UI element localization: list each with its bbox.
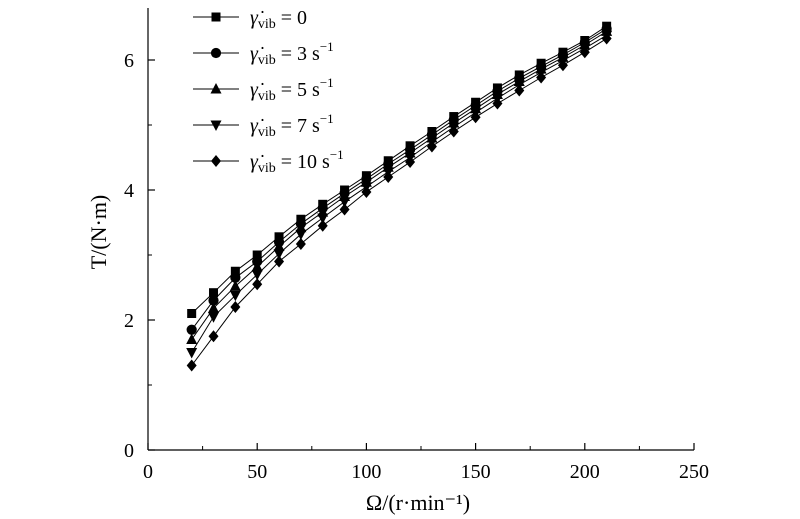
y-tick-label: 0 bbox=[124, 440, 134, 462]
series-4 bbox=[186, 32, 612, 372]
data-point bbox=[557, 59, 568, 72]
data-point bbox=[470, 111, 481, 124]
x-axis-title: Ω/(r·min⁻¹) bbox=[366, 490, 470, 515]
data-point bbox=[186, 333, 198, 344]
y-axis-title: T/(N·m) bbox=[86, 195, 111, 270]
series-group bbox=[186, 21, 613, 372]
data-point bbox=[187, 309, 197, 318]
x-tick-label: 50 bbox=[247, 461, 267, 483]
legend-entry: γ̇vib = 0 bbox=[193, 7, 307, 32]
data-point bbox=[230, 301, 241, 313]
data-point bbox=[448, 125, 459, 138]
data-point bbox=[229, 280, 241, 291]
x-tick-label: 150 bbox=[461, 461, 491, 483]
y-tick-label: 6 bbox=[124, 50, 134, 72]
data-point bbox=[514, 84, 525, 97]
legend-label: γ̇vib = 0 bbox=[250, 7, 307, 32]
data-point bbox=[601, 32, 612, 45]
legend-entry: γ̇vib = 7 s−1 bbox=[193, 111, 334, 140]
data-point bbox=[317, 219, 328, 232]
data-point bbox=[317, 213, 329, 224]
data-point bbox=[339, 197, 351, 208]
series-line bbox=[191, 38, 607, 366]
y-tick-label: 4 bbox=[124, 180, 134, 202]
data-point bbox=[536, 71, 547, 84]
data-point bbox=[229, 290, 241, 302]
data-point bbox=[209, 288, 219, 298]
data-point bbox=[273, 240, 285, 252]
data-point bbox=[230, 272, 241, 283]
data-point bbox=[295, 229, 307, 241]
axes: 0 50 100 150 200 250 0 2 4 6 bbox=[124, 8, 709, 483]
y-tick-label: 2 bbox=[124, 310, 134, 332]
legend-entry: γ̇vib = 5 s−1 bbox=[193, 75, 334, 104]
legend-label: γ̇vib = 10 s−1 bbox=[250, 147, 344, 176]
legend-entry: γ̇vib = 3 s−1 bbox=[193, 39, 334, 68]
data-point bbox=[186, 359, 197, 372]
data-point bbox=[579, 46, 590, 59]
data-point bbox=[383, 171, 394, 183]
data-point bbox=[186, 324, 197, 335]
data-point bbox=[251, 270, 263, 281]
data-point bbox=[426, 140, 437, 153]
data-point bbox=[361, 185, 372, 198]
data-point bbox=[339, 203, 350, 216]
data-point bbox=[208, 330, 219, 343]
data-point bbox=[295, 237, 306, 250]
legend-entry: γ̇vib = 10 s−1 bbox=[193, 147, 344, 176]
data-point bbox=[252, 278, 263, 291]
data-point bbox=[252, 250, 262, 260]
legend-marker bbox=[210, 47, 222, 59]
data-point bbox=[274, 232, 284, 242]
data-point bbox=[208, 312, 220, 323]
data-point bbox=[295, 221, 307, 233]
legend-marker bbox=[211, 12, 221, 22]
data-point bbox=[230, 266, 240, 276]
data-point bbox=[208, 295, 219, 306]
x-tick-label: 100 bbox=[351, 461, 381, 483]
data-point bbox=[251, 260, 263, 272]
legend-marker bbox=[211, 155, 221, 167]
legend-marker bbox=[210, 120, 222, 131]
legend-label: γ̇vib = 7 s−1 bbox=[250, 111, 334, 140]
legend: γ̇vib = 0 γ̇vib = 3 s−1 γ̇vib = 5 s−1 γ̇vib… bbox=[193, 7, 344, 176]
data-point bbox=[274, 255, 285, 268]
legend-label: γ̇vib = 5 s−1 bbox=[250, 75, 334, 104]
legend-marker bbox=[210, 83, 222, 94]
x-tick-label: 200 bbox=[570, 461, 600, 483]
series-1 bbox=[186, 23, 612, 335]
data-point bbox=[208, 302, 220, 313]
x-tick-label: 250 bbox=[679, 461, 709, 483]
data-point bbox=[492, 97, 503, 110]
data-point bbox=[186, 348, 198, 359]
data-point bbox=[273, 249, 285, 260]
x-tick-label: 0 bbox=[143, 461, 153, 483]
data-point bbox=[405, 156, 416, 169]
legend-label: γ̇vib = 3 s−1 bbox=[250, 39, 334, 68]
